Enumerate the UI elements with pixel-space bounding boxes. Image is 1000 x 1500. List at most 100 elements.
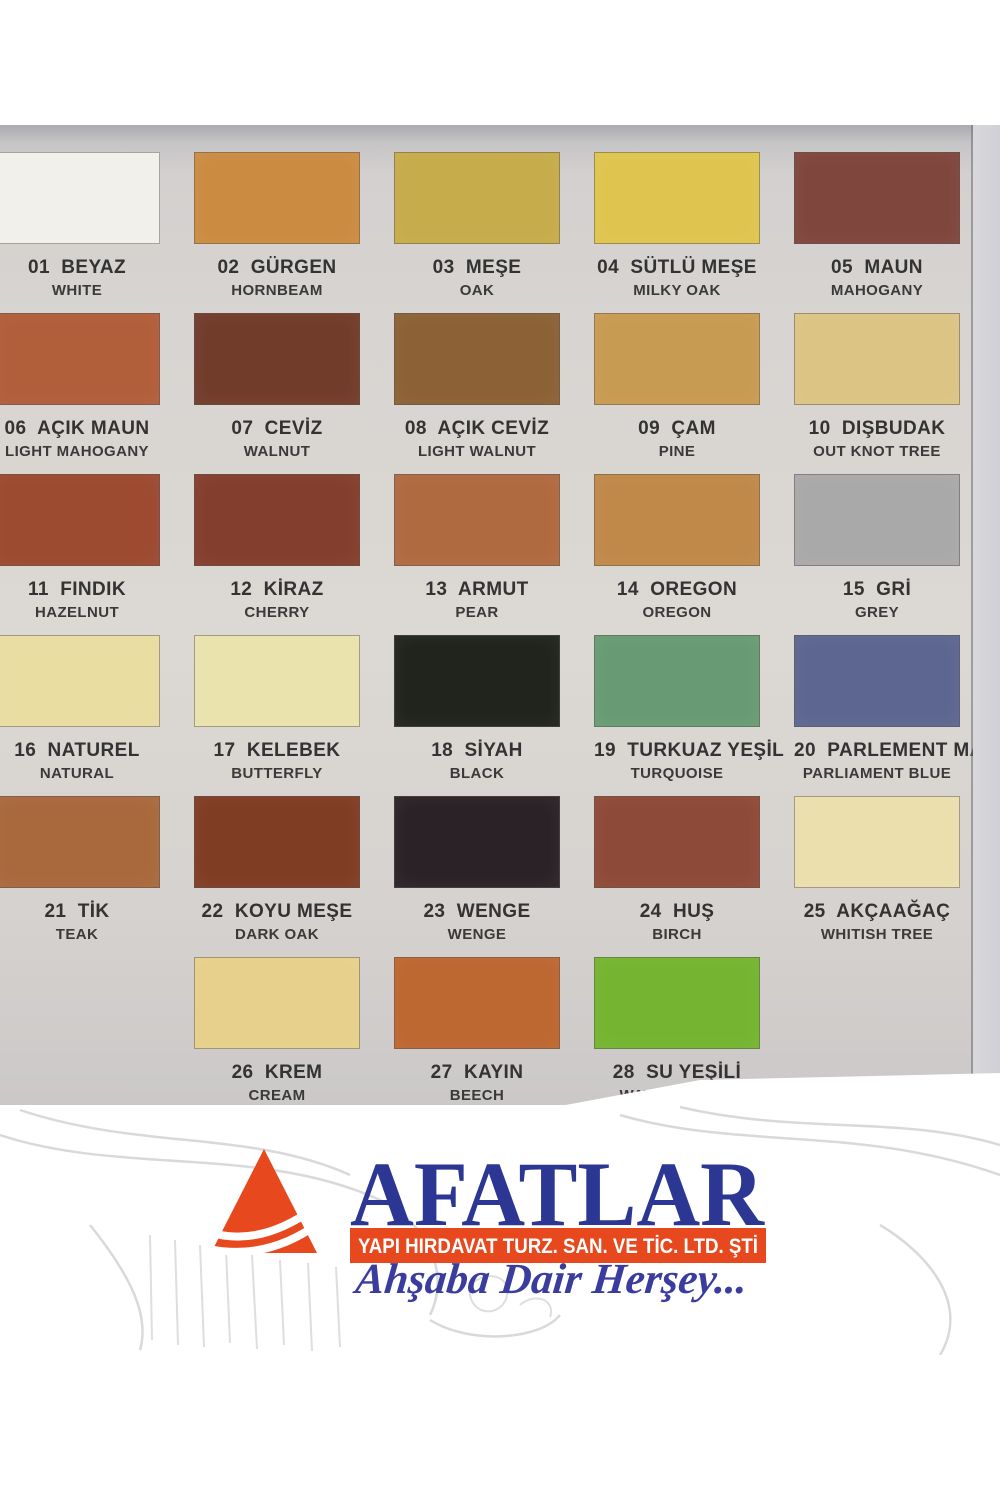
swatch-color [794, 796, 960, 888]
swatch-number-name: 22 KOYU MEŞE [201, 901, 353, 922]
swatch-cell: 18 SİYAH BLACK [394, 635, 560, 796]
swatch-number-name: 27 KAYIN [430, 1062, 524, 1083]
swatch-english-name: BEECH [449, 1087, 505, 1104]
swatch-cell: 03 MEŞE OAK [394, 152, 560, 313]
swatch-cell: 22 KOYU MEŞE DARK OAK [194, 796, 360, 957]
swatch-number-name: 23 WENGE [423, 901, 531, 922]
swatch-cell: 25 AKÇAAĞAÇ WHITISH TREE [794, 796, 960, 957]
swatch-english-name: WALNUT [243, 443, 311, 460]
swatch-color [0, 313, 160, 405]
card-right-edge [971, 125, 973, 1105]
swatch-color [594, 474, 760, 566]
swatch-cell: 15 GRİ GREY [794, 474, 960, 635]
swatch-number-name: 06 AÇIK MAUN [4, 418, 150, 439]
swatch-color [194, 957, 360, 1049]
swatch-color [0, 152, 160, 244]
swatch-english-name: GREY [854, 604, 900, 621]
swatch-number-name: 18 SİYAH [431, 740, 523, 761]
swatch-english-name: OUT KNOT TREE [813, 443, 941, 460]
swatch-number-name: 21 TİK [44, 901, 110, 922]
swatch-cell: 20 PARLEMENT MAVİ PARLIAMENT BLUE [794, 635, 1000, 796]
swatch-color [194, 474, 360, 566]
swatch-color [394, 313, 560, 405]
swatch-english-name: WHITE [51, 282, 103, 299]
swatch-english-name: LIGHT MAHOGANY [5, 443, 149, 460]
swatch-color [194, 313, 360, 405]
swatch-cell: 06 AÇIK MAUN LIGHT MAHOGANY [0, 313, 160, 474]
swatch-color [0, 635, 160, 727]
swatch-cell: 11 FINDIK HAZELNUT [0, 474, 160, 635]
swatch-english-name: PINE [658, 443, 696, 460]
swatch-number-name: 02 GÜRGEN [217, 257, 337, 278]
swatch-english-name: HAZELNUT [34, 604, 120, 621]
swatch-number-name: 08 AÇIK CEVİZ [404, 418, 550, 439]
brand-tagline: Ahşaba Dair Herşey... [353, 1256, 750, 1303]
swatch-number-name: 01 BEYAZ [28, 257, 126, 278]
swatch-color [394, 474, 560, 566]
swatch-cell: 05 MAUN MAHOGANY [794, 152, 960, 313]
swatch-number-name: 15 GRİ [842, 579, 912, 600]
swatch-english-name: MAHOGANY [830, 282, 924, 299]
swatch-cell: 19 TURKUAZ YEŞİL TURQUOISE [594, 635, 785, 796]
swatch-color [394, 635, 560, 727]
swatch-color [0, 796, 160, 888]
swatch-english-name: LIGHT WALNUT [417, 443, 537, 460]
color-chart-photo: 01 BEYAZ WHITE 02 GÜRGEN HORNBEAM 03 MEŞ… [0, 125, 1000, 1107]
swatch-number-name: 03 MEŞE [432, 257, 522, 278]
swatch-number-name: 26 KREM [231, 1062, 323, 1083]
swatch-cell: 07 CEVİZ WALNUT [194, 313, 360, 474]
swatch-cell: 23 WENGE WENGE [394, 796, 560, 957]
swatch-color [594, 796, 760, 888]
swatch-color [594, 313, 760, 405]
swatch-color [0, 474, 160, 566]
pencil-sketch-art [0, 1105, 1000, 1355]
swatch-color [194, 796, 360, 888]
swatch-number-name: 25 AKÇAAĞAÇ [803, 901, 951, 922]
swatch-cell: 01 BEYAZ WHITE [0, 152, 160, 313]
swatch-color [394, 152, 560, 244]
swatch-color [194, 635, 360, 727]
swatch-cell: 12 KİRAZ CHERRY [194, 474, 360, 635]
swatch-number-name: 05 MAUN [831, 257, 923, 278]
swatch-number-name: 11 FINDIK [28, 579, 126, 600]
swatch-color [594, 152, 760, 244]
swatch-color [794, 313, 960, 405]
swatch-english-name: HORNBEAM [231, 282, 323, 299]
swatch-english-name: MILKY OAK [633, 282, 721, 299]
swatch-english-name: BIRCH [652, 926, 702, 943]
swatch-english-name: OAK [459, 282, 495, 299]
swatch-number-name: 13 ARMUT [425, 579, 529, 600]
swatch-color [794, 474, 960, 566]
paper-corner-wedge [555, 1073, 1000, 1107]
swatch-number-name: 14 OREGON [616, 579, 738, 600]
swatch-cell: 08 AÇIK CEVİZ LIGHT WALNUT [394, 313, 560, 474]
company-banner-text: YAPI HIRDAVAT TURZ. SAN. VE TİC. LTD. ŞT… [358, 1235, 758, 1258]
swatch-color [394, 957, 560, 1049]
swatch-english-name: BLACK [449, 765, 505, 782]
swatch-cell: 09 ÇAM PINE [594, 313, 760, 474]
swatch-color [794, 635, 960, 727]
swatch-color [594, 635, 760, 727]
swatch-grid: 01 BEYAZ WHITE 02 GÜRGEN HORNBEAM 03 MEŞ… [0, 152, 1000, 1118]
swatch-cell: 10 DIŞBUDAK OUT KNOT TREE [794, 313, 960, 474]
swatch-english-name: OREGON [642, 604, 712, 621]
swatch-number-name: 19 TURKUAZ YEŞİL [594, 740, 785, 761]
swatch-english-name: TEAK [55, 926, 99, 943]
swatch-number-name: 17 KELEBEK [213, 740, 341, 761]
swatch-cell: 04 SÜTLÜ MEŞE MILKY OAK [594, 152, 760, 313]
swatch-color [394, 796, 560, 888]
swatch-color [794, 152, 960, 244]
swatch-cell: 27 KAYIN BEECH [394, 957, 560, 1118]
swatch-number-name: 04 SÜTLÜ MEŞE [597, 257, 757, 278]
swatch-english-name: WHITISH TREE [820, 926, 934, 943]
swatch-english-name: PEAR [455, 604, 499, 621]
swatch-number-name: 10 DIŞBUDAK [808, 418, 946, 439]
swatch-english-name: PARLIAMENT BLUE [802, 765, 952, 782]
footer: AFATLAR YAPI HIRDAVAT TURZ. SAN. VE TİC.… [0, 1105, 1000, 1500]
swatch-english-name: DARK OAK [234, 926, 320, 943]
photo-right-margin [973, 125, 1000, 1105]
swatch-english-name: NATURAL [39, 765, 115, 782]
swatch-color [194, 152, 360, 244]
swatch-number-name: 09 ÇAM [638, 418, 716, 439]
